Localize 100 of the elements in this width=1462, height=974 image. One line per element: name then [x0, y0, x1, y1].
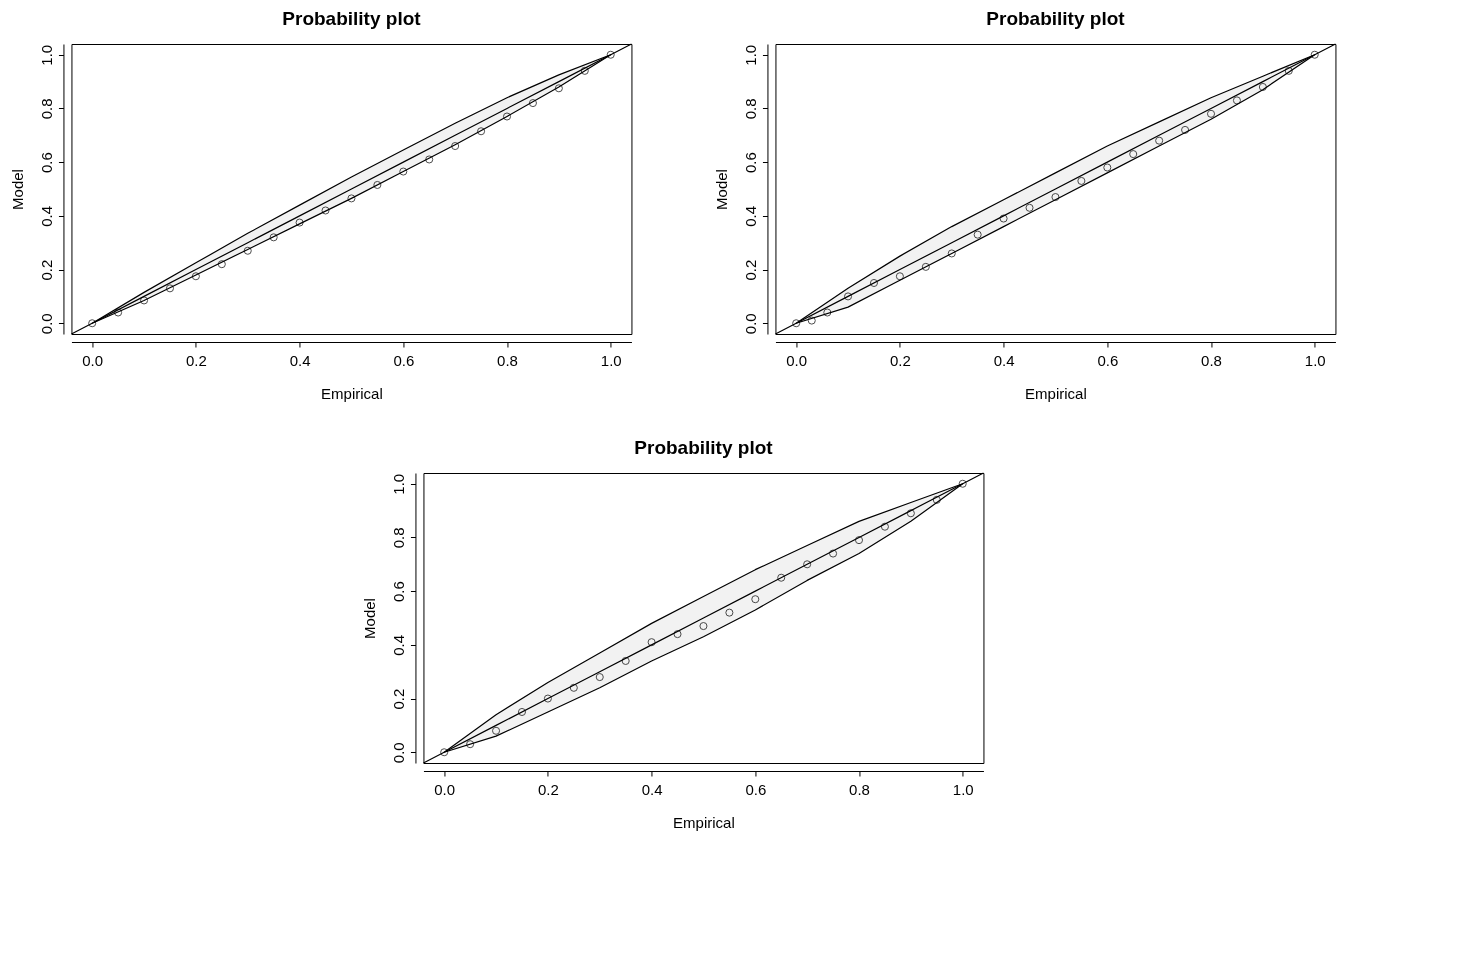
point — [1310, 50, 1319, 59]
y-tick-label: 0.0 — [389, 742, 407, 764]
point — [1025, 203, 1034, 212]
point — [191, 272, 200, 281]
y-axis-title: Model — [360, 598, 378, 639]
point — [921, 262, 930, 271]
y-tick-label: 0.6 — [741, 152, 759, 174]
point — [895, 272, 904, 281]
x-axis-title: Empirical — [1025, 384, 1087, 402]
point — [751, 595, 760, 604]
point — [1155, 136, 1164, 145]
point — [440, 748, 449, 757]
y-tick-label: 0.6 — [37, 152, 55, 174]
point — [528, 99, 537, 108]
point — [492, 726, 501, 735]
y-tick-label: 0.4 — [389, 634, 407, 656]
point — [554, 84, 563, 93]
point — [373, 180, 382, 189]
point — [140, 296, 149, 305]
point — [347, 194, 356, 203]
point — [543, 694, 552, 703]
point — [269, 233, 278, 242]
y-axis-title: Model — [8, 169, 26, 210]
y-tick-label: 1.0 — [389, 473, 407, 495]
x-tick-label: 0.8 — [497, 351, 518, 369]
x-tick-label: 0.8 — [1201, 351, 1222, 369]
point — [829, 549, 838, 558]
y-tick-label: 0.2 — [37, 259, 55, 281]
y-axis-title: Model — [712, 169, 730, 210]
x-tick-label: 0.2 — [537, 780, 559, 798]
y-tick-label: 0.2 — [741, 259, 759, 281]
point — [777, 573, 786, 582]
point — [1258, 82, 1267, 91]
y-tick-label: 0.4 — [741, 205, 759, 227]
point — [621, 656, 630, 665]
point — [295, 218, 304, 227]
x-tick-label: 0.2 — [889, 351, 911, 369]
y-tick-label: 0.8 — [741, 98, 759, 120]
point — [1103, 163, 1112, 172]
x-tick-label: 0.4 — [993, 351, 1015, 369]
point — [114, 308, 123, 317]
x-tick-label: 0.0 — [434, 780, 456, 798]
x-tick-label: 0.0 — [82, 351, 104, 369]
point — [606, 50, 615, 59]
point — [451, 142, 460, 151]
point — [958, 479, 967, 488]
x-tick-label: 0.0 — [786, 351, 808, 369]
point — [699, 622, 708, 631]
point — [1232, 96, 1241, 105]
point — [502, 112, 512, 121]
point — [425, 155, 434, 164]
point — [973, 230, 982, 239]
point — [725, 608, 734, 617]
x-tick-label: 0.4 — [289, 351, 311, 369]
y-tick-label: 1.0 — [37, 44, 55, 66]
chart-title: Probability plot — [634, 437, 774, 459]
point — [321, 206, 330, 215]
y-tick-label: 0.2 — [389, 688, 407, 710]
point — [399, 167, 408, 176]
point — [517, 707, 526, 717]
chart-title: Probability plot — [282, 8, 422, 30]
y-tick-label: 1.0 — [741, 44, 759, 66]
point — [243, 246, 252, 255]
point — [803, 560, 812, 569]
point — [792, 319, 801, 328]
y-tick-label: 0.8 — [37, 98, 55, 120]
point — [569, 683, 578, 692]
point — [477, 127, 486, 136]
point — [1181, 125, 1190, 134]
x-axis-title: Empirical — [321, 384, 383, 402]
point — [88, 319, 97, 328]
y-tick-label: 0.0 — [37, 313, 55, 335]
x-axis-title: Empirical — [673, 813, 735, 831]
x-tick-label: 0.6 — [1097, 351, 1119, 369]
point — [595, 673, 604, 682]
y-tick-label: 0.8 — [389, 527, 407, 549]
y-tick-label: 0.4 — [37, 205, 55, 227]
point — [906, 509, 915, 518]
point — [823, 308, 832, 317]
y-tick-label: 0.6 — [389, 581, 407, 603]
point — [999, 214, 1008, 223]
point — [1206, 109, 1216, 118]
point — [165, 284, 174, 293]
point — [1077, 176, 1086, 185]
chart-title: Probability plot — [986, 8, 1126, 30]
x-tick-label: 1.0 — [600, 351, 622, 369]
x-tick-label: 1.0 — [952, 780, 974, 798]
point — [947, 249, 956, 258]
point — [647, 638, 656, 647]
point — [807, 316, 816, 325]
x-tick-label: 1.0 — [1304, 351, 1326, 369]
point — [932, 495, 941, 504]
point — [1129, 150, 1138, 159]
x-tick-label: 0.4 — [641, 780, 663, 798]
point — [466, 740, 475, 749]
point — [217, 260, 226, 269]
x-tick-label: 0.2 — [185, 351, 207, 369]
point — [880, 522, 889, 531]
point — [854, 536, 864, 545]
point — [869, 278, 878, 288]
